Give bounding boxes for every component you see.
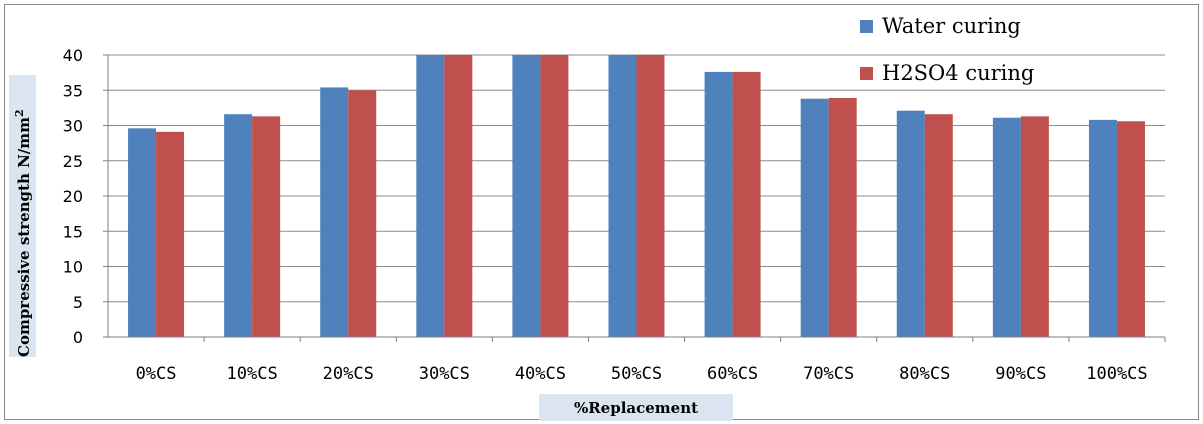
legend-swatch-h2so4 (860, 67, 873, 80)
x-tick-label: 40%CS (515, 364, 566, 384)
x-tick-label: 80%CS (899, 364, 950, 384)
x-tick-label: 60%CS (707, 364, 758, 384)
bar-water-80pct-cs (896, 110, 925, 337)
legend-swatch-water (860, 20, 873, 33)
legend-label-h2so4: H2SO4 curing (882, 61, 1034, 85)
y-tick-labels: 0 5 10 15 20 25 30 35 40 (63, 46, 83, 347)
bar-water-60pct-cs (704, 71, 733, 338)
x-tick-label: 0%CS (136, 364, 177, 384)
y-tick-label: 20 (63, 187, 83, 206)
x-tick-label: 50%CS (611, 364, 662, 384)
bar-h2so4-20pct-cs (348, 90, 377, 337)
bar-water-0pct-cs (128, 128, 157, 337)
bar-h2so4-80pct-cs (924, 114, 953, 337)
x-axis-title-box: %Replacement (539, 394, 733, 421)
bar-h2so4-50pct-cs (636, 55, 665, 337)
y-axis-title-box: Compressive strength N/mm2 (9, 75, 36, 357)
bar-h2so4-70pct-cs (828, 98, 857, 337)
bar-h2so4-10pct-cs (252, 116, 281, 338)
y-tick-label: 10 (63, 258, 83, 277)
x-tick-label: 10%CS (227, 364, 278, 384)
bar-h2so4-90pct-cs (1020, 116, 1049, 338)
bar-h2so4-40pct-cs (540, 55, 569, 337)
legend-label-water: Water curing (882, 14, 1021, 38)
bar-water-70pct-cs (800, 98, 829, 338)
chart-frame: 0%CS 10%CS 20%CS 30%CS 40%CS 50%CS 60%CS 70%CS 8… (4, 4, 1199, 421)
legend: Water curing H2SO4 curing (860, 14, 1034, 85)
y-axis-title-superscript: 2 (13, 109, 26, 117)
bar-water-30pct-cs (416, 55, 445, 337)
x-tick-label: 30%CS (419, 364, 470, 384)
y-tick-label: 5 (73, 293, 83, 312)
bar-h2so4-60pct-cs (732, 71, 761, 338)
x-axis-title: %Replacement (574, 399, 698, 417)
bar-water-100pct-cs (1088, 119, 1117, 337)
bar-h2so4-100pct-cs (1116, 121, 1145, 338)
y-tick-label: 0 (73, 328, 83, 347)
x-tick-label: 100%CS (1086, 364, 1147, 384)
x-tick-labels: 0%CS 10%CS 20%CS 30%CS 40%CS 50%CS 60%CS 70%CS 8… (136, 364, 1148, 384)
y-tick-label: 30 (63, 117, 83, 136)
bar-water-90pct-cs (992, 117, 1021, 338)
axes (103, 54, 1166, 342)
y-tick-label: 40 (63, 46, 83, 65)
x-tick-label: 70%CS (803, 364, 854, 384)
bar-chart: 0%CS 10%CS 20%CS 30%CS 40%CS 50%CS 60%CS 70%CS 8… (9, 14, 1166, 421)
y-axis-title: Compressive strength N/mm2 (13, 109, 33, 357)
y-axis-title-text: Compressive strength N/mm (15, 117, 33, 357)
bar-h2so4-30pct-cs (444, 55, 473, 337)
y-tick-label: 35 (63, 81, 83, 100)
bar-water-50pct-cs (608, 55, 637, 337)
y-tick-label: 25 (63, 152, 83, 171)
bar-water-20pct-cs (320, 87, 349, 338)
bars-group (128, 55, 1145, 338)
y-tick-label: 15 (63, 222, 83, 241)
bar-water-10pct-cs (224, 114, 253, 337)
bar-h2so4-0pct-cs (156, 131, 185, 337)
x-tick-label: 90%CS (995, 364, 1046, 384)
x-tick-label: 20%CS (323, 364, 374, 384)
bar-water-40pct-cs (512, 55, 541, 337)
